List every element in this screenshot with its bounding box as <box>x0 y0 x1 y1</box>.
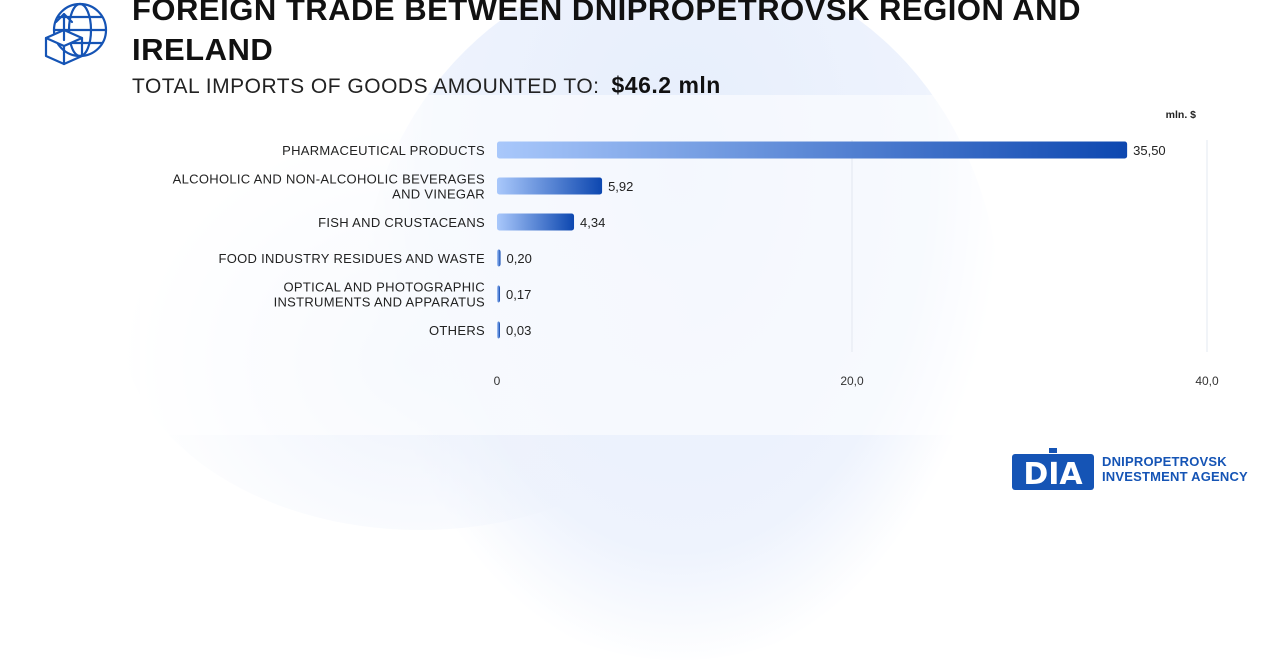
page-title: FOREIGN TRADE BETWEEN DNIPROPETROVSK REG… <box>132 0 1081 70</box>
bar-value-label: 0,20 <box>507 251 532 266</box>
title-line-2: IRELAND <box>132 32 274 67</box>
category-label: FISH AND CRUSTACEANS <box>318 215 485 230</box>
x-tick-label: 20,0 <box>840 374 864 388</box>
dia-logo-text: DIA <box>1023 457 1083 490</box>
x-tick-label: 0 <box>494 374 501 388</box>
bar-value-label: 0,17 <box>506 287 531 302</box>
brand-name: DNIPROPETROVSK INVESTMENT AGENCY <box>1102 454 1248 484</box>
category-label: OPTICAL AND PHOTOGRAPHIC <box>283 280 485 295</box>
bar-value-label: 5,92 <box>608 179 633 194</box>
bar <box>497 213 575 231</box>
dia-logo-icon: DIA <box>1012 448 1094 490</box>
bar <box>497 141 1128 159</box>
subtitle: TOTAL IMPORTS OF GOODS AMOUNTED TO: $46.2… <box>132 72 721 99</box>
subtitle-label: TOTAL IMPORTS OF GOODS AMOUNTED TO: <box>132 75 600 98</box>
brand-line-1: DNIPROPETROVSK <box>1102 454 1227 469</box>
bar <box>497 285 501 303</box>
subtitle-value: $46.2 mln <box>611 72 721 98</box>
bar-value-label: 0,03 <box>506 323 531 338</box>
bar-value-label: 35,50 <box>1133 143 1166 158</box>
unit-label: mln. $ <box>1166 109 1197 121</box>
category-label: PHARMACEUTICAL PRODUCTS <box>282 143 485 158</box>
bar <box>497 249 501 267</box>
title-line-1: FOREIGN TRADE BETWEEN DNIPROPETROVSK REG… <box>132 0 1081 27</box>
category-label: AND VINEGAR <box>392 187 485 202</box>
imports-bar-chart: 35,50 PHARMACEUTICAL PRODUCTS 5,92 ALCOHOLI… <box>173 109 1219 388</box>
globe-box-upload-icon <box>44 2 108 66</box>
category-label: ALCOHOLIC AND NON-ALCOHOLIC BEVERAGES <box>173 172 485 187</box>
brand-line-2: INVESTMENT AGENCY <box>1102 469 1248 484</box>
x-tick-label: 40,0 <box>1195 374 1219 388</box>
bar <box>497 321 500 339</box>
category-label: OTHERS <box>429 323 485 338</box>
category-label: INSTRUMENTS AND APPARATUS <box>274 295 485 310</box>
bar-value-label: 4,34 <box>580 215 605 230</box>
bar <box>497 177 603 195</box>
category-label: FOOD INDUSTRY RESIDUES AND WASTE <box>218 251 485 266</box>
brand-logo: DIA DNIPROPETROVSK INVESTMENT AGENCY <box>1012 448 1248 490</box>
